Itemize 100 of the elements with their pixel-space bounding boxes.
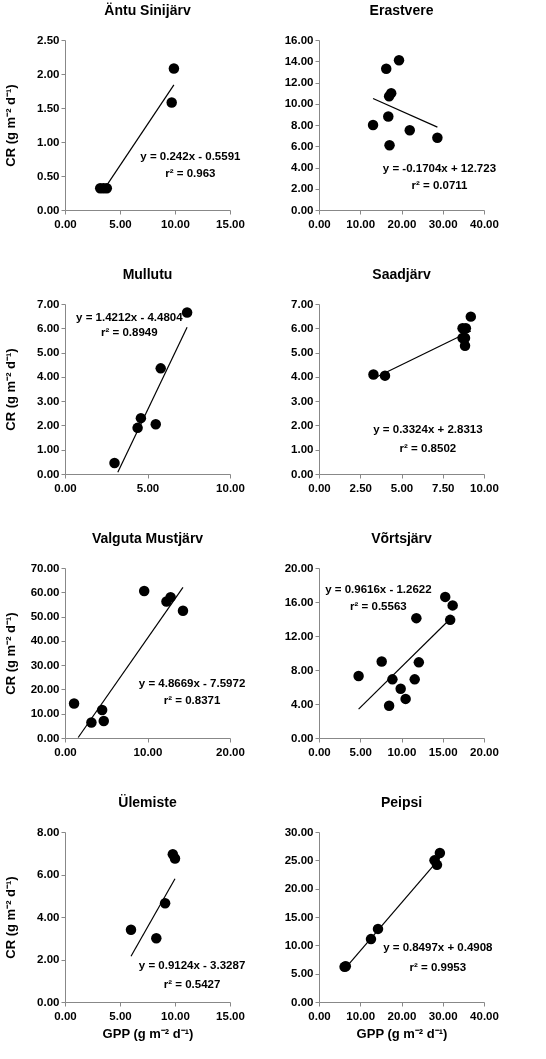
x-tick-label: 15.00 bbox=[428, 745, 458, 758]
x-tick-label: 15.00 bbox=[216, 217, 245, 230]
y-axis-title: CR (g m⁻² d⁻¹) bbox=[2, 612, 18, 695]
y-tick-label: 6.00 bbox=[37, 321, 60, 334]
chart-title: Valguta Mustjärv bbox=[91, 530, 204, 546]
x-axis-title: GPP (g m⁻² d⁻¹) bbox=[102, 1026, 194, 1041]
x-tick-label: 10.00 bbox=[387, 745, 417, 758]
x-tick-label: 30.00 bbox=[428, 217, 458, 230]
x-tick-label: 0.00 bbox=[308, 745, 331, 758]
x-tick-label: 0.00 bbox=[54, 745, 77, 758]
y-tick-label: 4.00 bbox=[291, 161, 314, 173]
annotation: y = 1.4212x - 4.4804 bbox=[76, 310, 184, 323]
x-tick-label: 10.00 bbox=[470, 481, 499, 494]
x-tick-label: 7.50 bbox=[432, 481, 455, 494]
annotation: y = 0.3324x + 2.8313 bbox=[373, 422, 483, 435]
y-tick-label: 16.00 bbox=[284, 33, 314, 46]
annotation: r² = 0.8371 bbox=[163, 693, 221, 706]
y-tick-label: 0.00 bbox=[37, 995, 60, 1008]
x-tick-label: 10.00 bbox=[161, 217, 190, 230]
y-tick-label: 0.00 bbox=[37, 203, 60, 216]
annotation: y = 0.9616x - 1.2622 bbox=[325, 583, 432, 596]
annotation: y = 4.8669x - 7.5972 bbox=[138, 676, 246, 689]
y-tick-label: 5.00 bbox=[291, 346, 314, 359]
y-tick-label: 1.00 bbox=[291, 443, 314, 456]
x-tick-label: 5.00 bbox=[390, 481, 414, 494]
y-tick-label: 12.00 bbox=[284, 629, 314, 642]
y-axis-title: CR (g m⁻² d⁻¹) bbox=[2, 348, 18, 431]
y-tick-label: 1.50 bbox=[37, 101, 60, 114]
y-tick-label: 4.00 bbox=[291, 370, 314, 383]
x-tick-label: 0.00 bbox=[54, 481, 77, 494]
y-tick-label: 0.50 bbox=[37, 169, 60, 182]
x-tick-label: 10.00 bbox=[216, 481, 245, 494]
annotation: y = 0.8497x + 0.4908 bbox=[383, 940, 494, 953]
y-tick-label: 8.00 bbox=[291, 118, 314, 131]
y-tick-label: 25.00 bbox=[284, 853, 314, 866]
x-tick-label: 0.00 bbox=[308, 1009, 331, 1022]
annotation: y = 0.242x - 0.5591 bbox=[140, 150, 242, 163]
chart-title: Mullutu bbox=[122, 266, 173, 282]
x-tick-label: 0.00 bbox=[308, 481, 331, 494]
y-axis-title: CR (g m⁻² d⁻¹) bbox=[2, 876, 18, 959]
y-tick-label: 1.00 bbox=[37, 443, 60, 456]
y-tick-label: 0.00 bbox=[291, 203, 314, 216]
y-tick-label: 20.00 bbox=[30, 682, 60, 695]
y-tick-label: 7.00 bbox=[37, 297, 60, 310]
y-tick-label: 4.00 bbox=[37, 910, 60, 923]
x-tick-label: 20.00 bbox=[387, 217, 417, 230]
y-tick-label: 8.00 bbox=[291, 663, 314, 676]
y-tick-label: 4.00 bbox=[291, 697, 314, 710]
x-tick-label: 5.00 bbox=[349, 745, 372, 758]
chart-title: Saadjärv bbox=[372, 266, 431, 282]
annotation: r² = 0.9953 bbox=[409, 961, 467, 973]
annotation: r² = 0.963 bbox=[165, 167, 216, 180]
y-tick-label: 10.00 bbox=[284, 938, 314, 951]
y-tick-label: 30.00 bbox=[284, 825, 314, 838]
x-tick-label: 0.00 bbox=[54, 1009, 77, 1022]
x-tick-label: 40.00 bbox=[470, 1009, 499, 1022]
x-tick-label: 30.00 bbox=[428, 1009, 458, 1022]
x-tick-label: 10.00 bbox=[346, 217, 376, 230]
x-tick-label: 5.00 bbox=[109, 217, 132, 230]
annotation: y = -0.1704x + 12.723 bbox=[382, 162, 497, 175]
x-tick-label: 15.00 bbox=[216, 1009, 245, 1022]
y-tick-label: 10.00 bbox=[30, 707, 60, 720]
chart-title: Võrtsjärv bbox=[371, 530, 433, 546]
annotation: r² = 0.0711 bbox=[411, 179, 469, 192]
y-tick-label: 4.00 bbox=[37, 370, 60, 383]
y-tick-label: 70.00 bbox=[30, 561, 60, 574]
y-tick-label: 15.00 bbox=[284, 910, 314, 923]
y-tick-label: 2.00 bbox=[37, 67, 60, 80]
y-tick-label: 50.00 bbox=[30, 610, 60, 623]
y-tick-label: 16.00 bbox=[284, 595, 314, 608]
y-tick-label: 14.00 bbox=[284, 54, 314, 67]
y-tick-label: 2.00 bbox=[37, 418, 60, 431]
chart-title: Ülemiste bbox=[118, 794, 177, 810]
annotation: y = 0.9124x - 3.3287 bbox=[138, 959, 246, 972]
y-tick-label: 40.00 bbox=[30, 634, 60, 647]
x-tick-label: 20.00 bbox=[387, 1009, 417, 1022]
x-tick-label: 40.00 bbox=[470, 217, 499, 230]
x-tick-label: 5.00 bbox=[109, 1009, 132, 1022]
y-tick-label: 60.00 bbox=[30, 585, 60, 598]
x-axis-title: GPP (g m⁻² d⁻¹) bbox=[356, 1026, 448, 1041]
x-tick-label: 0.00 bbox=[54, 217, 77, 230]
y-tick-label: 0.00 bbox=[291, 731, 314, 744]
y-tick-label: 10.00 bbox=[284, 97, 314, 110]
chart-title: Erastvere bbox=[369, 2, 434, 18]
y-tick-label: 0.00 bbox=[291, 995, 314, 1008]
x-tick-label: 20.00 bbox=[216, 745, 245, 758]
y-tick-label: 30.00 bbox=[30, 658, 60, 671]
y-tick-label: 20.00 bbox=[284, 882, 314, 895]
y-tick-label: 5.00 bbox=[37, 346, 60, 359]
annotation: r² = 0.8949 bbox=[101, 325, 158, 338]
x-tick-label: 10.00 bbox=[346, 1009, 376, 1022]
y-tick-label: 0.00 bbox=[37, 731, 60, 744]
y-tick-label: 1.00 bbox=[37, 135, 60, 148]
x-tick-label: 5.00 bbox=[136, 481, 160, 494]
y-tick-label: 7.00 bbox=[291, 297, 314, 310]
y-tick-label: 0.00 bbox=[291, 467, 314, 480]
x-tick-label: 0.00 bbox=[308, 217, 331, 230]
x-tick-label: 10.00 bbox=[161, 1009, 190, 1022]
y-axis-title: CR (g m⁻² d⁻¹) bbox=[2, 84, 18, 167]
chart-title: Peipsi bbox=[380, 794, 423, 810]
